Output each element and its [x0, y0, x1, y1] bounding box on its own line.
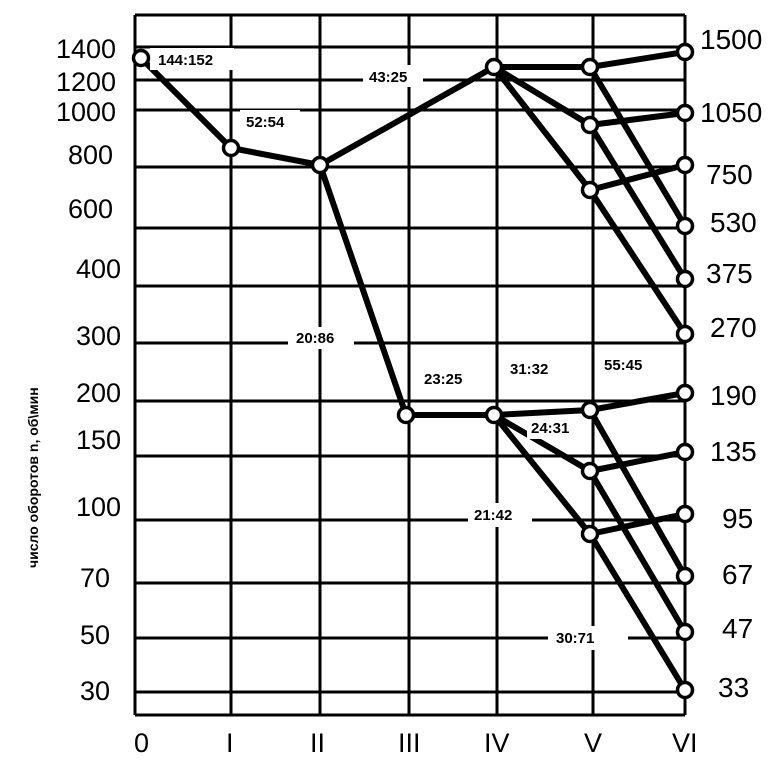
- left-tick-label: 1000: [56, 97, 116, 127]
- left-scale: 1400 1200 1000 800 600 400 300 200 150 1…: [56, 34, 121, 706]
- left-tick-label: 1200: [56, 67, 116, 97]
- speed-links: [138, 49, 688, 693]
- right-tick-label: 190: [710, 380, 757, 411]
- left-tick-label: 50: [80, 620, 110, 650]
- shaft-label: I: [226, 728, 234, 758]
- left-tick-label: 200: [76, 378, 121, 408]
- speed-link: [587, 187, 688, 337]
- right-tick-label: 270: [710, 312, 757, 343]
- speed-node: [484, 405, 504, 425]
- right-tick-label: 67: [722, 559, 753, 590]
- speed-node: [580, 524, 600, 544]
- ratio-label: 52:54: [246, 114, 285, 131]
- speed-node: [675, 324, 695, 344]
- speed-link: [138, 55, 234, 151]
- speed-node: [310, 155, 330, 175]
- shaft-label: II: [310, 728, 325, 758]
- shaft-label: 0: [134, 728, 149, 758]
- left-tick-label: 400: [76, 254, 121, 284]
- speed-nodes: [131, 42, 695, 700]
- speed-link: [587, 407, 688, 579]
- left-tick-label: 300: [76, 321, 121, 351]
- speed-link: [587, 390, 688, 413]
- shaft-label: VI: [672, 728, 698, 758]
- shaft-label: V: [584, 728, 602, 758]
- speed-node: [580, 57, 600, 77]
- right-tick-label: 1050: [700, 97, 762, 128]
- ratio-label: 55:45: [604, 357, 642, 374]
- right-tick-label: 530: [710, 207, 757, 238]
- right-tick-label: 135: [710, 436, 757, 467]
- ratio-label: 23:25: [424, 371, 462, 388]
- speed-node: [675, 504, 695, 524]
- right-tick-label: 1500: [700, 24, 762, 55]
- right-tick-label: 750: [706, 159, 753, 190]
- speed-node: [675, 42, 695, 62]
- speed-node: [221, 138, 241, 158]
- speed-node: [484, 57, 504, 77]
- right-tick-label: 47: [722, 613, 753, 644]
- left-tick-label: 100: [76, 492, 121, 522]
- right-scale: 1500 1050 750 530 375 270 190 135 95 67 …: [700, 24, 762, 703]
- left-tick-label: 30: [80, 676, 110, 706]
- ratio-label: 43:25: [369, 69, 407, 86]
- speed-link: [587, 449, 688, 474]
- speed-node: [131, 48, 151, 68]
- left-tick-label: 600: [68, 194, 113, 224]
- speed-link: [587, 110, 688, 128]
- ratio-label: 144:152: [158, 52, 213, 69]
- speed-link: [317, 162, 409, 418]
- speed-link: [228, 145, 323, 168]
- speed-link: [587, 162, 688, 193]
- ratio-label: 21:42: [474, 507, 512, 524]
- speed-node: [675, 155, 695, 175]
- speed-link: [587, 468, 688, 635]
- right-tick-label: 375: [706, 258, 753, 289]
- speed-node: [675, 566, 695, 586]
- speed-link: [587, 64, 688, 229]
- speed-node: [580, 180, 600, 200]
- right-tick-label: 33: [718, 672, 749, 703]
- speed-node: [675, 622, 695, 642]
- speed-node: [675, 442, 695, 462]
- shaft-label: IV: [484, 728, 510, 758]
- left-tick-label: 150: [76, 425, 121, 455]
- speed-node: [675, 269, 695, 289]
- left-tick-label: 70: [80, 563, 110, 593]
- left-tick-label: 1400: [56, 34, 116, 64]
- speed-node: [396, 405, 416, 425]
- speed-node: [580, 400, 600, 420]
- speed-node: [580, 115, 600, 135]
- speed-node: [580, 461, 600, 481]
- shaft-labels: 0 I II III IV V VI: [134, 728, 698, 758]
- speed-node: [675, 103, 695, 123]
- speed-link: [491, 412, 593, 537]
- ratio-label: 31:32: [510, 361, 548, 378]
- speed-link: [587, 511, 688, 537]
- speed-link: [587, 122, 688, 282]
- speed-link: [491, 407, 593, 418]
- right-tick-label: 95: [722, 503, 753, 534]
- speed-link: [317, 64, 497, 168]
- ratio-label: 24:31: [531, 420, 569, 437]
- shaft-label: III: [398, 728, 421, 758]
- speed-node: [675, 383, 695, 403]
- speed-link: [491, 64, 593, 193]
- speed-link: [491, 412, 593, 474]
- speed-node: [675, 680, 695, 700]
- ratio-labels: 144:152 52:54 43:25 20:86 23:25 31:32 55…: [150, 48, 660, 650]
- ratio-label: 30:71: [556, 630, 594, 647]
- ratio-label: 20:86: [296, 330, 334, 347]
- left-tick-label: 800: [68, 140, 113, 170]
- speed-link: [587, 49, 688, 70]
- speed-link: [491, 64, 593, 128]
- y-axis-label: число оборотов n, об\мин: [25, 387, 41, 568]
- speed-link: [587, 531, 688, 693]
- speed-node: [675, 216, 695, 236]
